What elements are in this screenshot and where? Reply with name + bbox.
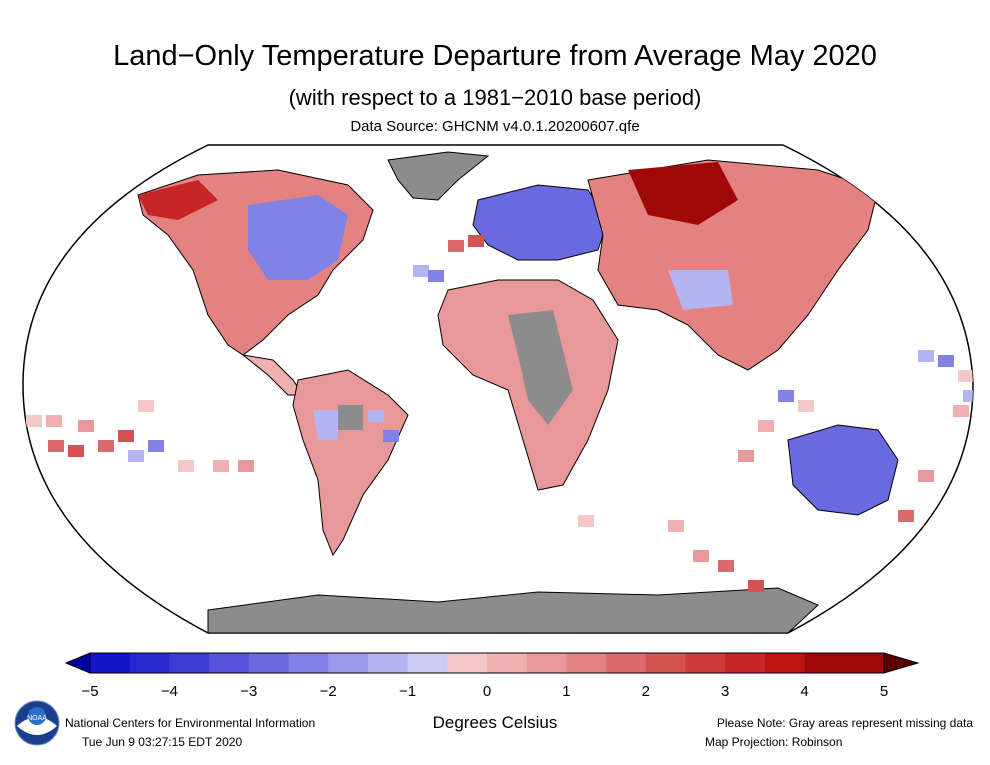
grid-cell [963, 390, 973, 402]
africa-missing [508, 310, 573, 425]
scale-swatch [209, 653, 250, 673]
grid-cell [468, 235, 484, 247]
alaska-warm [138, 180, 218, 220]
grid-cell [48, 440, 64, 452]
scale-tick-label: 3 [721, 683, 730, 700]
grid-cell [78, 420, 94, 432]
scale-swatch [447, 653, 488, 673]
scale-tick-label: −2 [319, 683, 337, 700]
scale-swatch [526, 653, 567, 673]
scale-tick-label: −4 [160, 683, 178, 700]
grid-cell [958, 370, 973, 382]
grid-cell [898, 510, 914, 522]
scale-swatch [645, 653, 686, 673]
projection-note: Map Projection: Robinson [705, 735, 843, 749]
grid-cell [128, 450, 144, 462]
organization: National Centers for Environmental Infor… [65, 716, 316, 730]
scale-swatch [487, 653, 528, 673]
scale-swatch [606, 653, 647, 673]
grid-cell [368, 410, 384, 422]
grid-cell [118, 430, 134, 442]
scale-swatch [90, 653, 131, 673]
grid-cell [238, 460, 254, 472]
grid-cell [778, 390, 794, 402]
timestamp: Tue Jun 9 03:27:15 EDT 2020 [82, 735, 243, 749]
scale-swatch [685, 653, 726, 673]
grid-cell [923, 525, 939, 537]
grid-cell [693, 550, 709, 562]
grid-cell [138, 400, 154, 412]
scale-swatch [566, 653, 607, 673]
australia-land [787, 424, 899, 516]
svg-text:NOAA: NOAA [27, 715, 47, 722]
grid-cell [413, 265, 429, 277]
scale-swatch [129, 653, 170, 673]
scale-swatch [367, 653, 409, 673]
scale-arrow-high [883, 652, 920, 674]
units-label: Degrees Celsius [432, 713, 558, 732]
grid-cell [46, 415, 62, 427]
grid-cell [98, 440, 114, 452]
south-america-missing [338, 405, 363, 430]
scale-swatch [407, 653, 448, 673]
antarctica [207, 587, 819, 633]
scale-swatch [288, 653, 329, 673]
scale-tick-label: −1 [399, 683, 417, 700]
grid-cell [798, 400, 814, 412]
scale-swatch [169, 653, 210, 673]
grid-cell [578, 515, 594, 527]
missing-data-note: Please Note: Gray areas represent missin… [716, 716, 973, 730]
central-asia-cool [668, 270, 733, 310]
scale-swatch [844, 653, 885, 673]
grid-cell [448, 240, 464, 252]
world-map [22, 144, 974, 634]
grid-cell [918, 470, 934, 482]
siberia-hot [628, 162, 738, 225]
map-subtitle: (with respect to a 1981−2010 base period… [288, 85, 702, 110]
grid-cell [668, 520, 684, 532]
grid-cell [383, 430, 399, 442]
grid-cell [718, 560, 734, 572]
scale-tick-label: 5 [879, 683, 889, 700]
south-america-cool [313, 410, 338, 440]
grid-cell [938, 355, 954, 367]
scale-tick-label: 1 [562, 683, 571, 700]
grid-cell [428, 270, 444, 282]
scale-tick-label: −5 [81, 683, 99, 700]
grid-cell [738, 450, 754, 462]
grid-cell [758, 420, 774, 432]
grid-cell [26, 415, 42, 427]
scale-tick-label: 2 [641, 683, 650, 700]
grid-cell [918, 350, 934, 362]
grid-cell [68, 445, 84, 457]
grid-cell [178, 460, 194, 472]
grid-cell [953, 405, 969, 417]
scale-swatch [804, 653, 845, 673]
map-title: Land−Only Temperature Departure from Ave… [113, 40, 877, 72]
scale-swatch [328, 653, 369, 673]
scale-tick-label: −3 [240, 683, 258, 700]
color-scale [64, 652, 920, 674]
data-source: Data Source: GHCNM v4.0.1.20200607.qfe [350, 118, 640, 135]
scale-arrow-low [64, 652, 91, 674]
grid-cell [148, 440, 164, 452]
noaa-logo: NOAA [14, 700, 60, 746]
scale-swatch [248, 653, 289, 673]
scale-swatch [725, 653, 766, 673]
grid-cell [213, 460, 229, 472]
north-america-cold [248, 195, 348, 280]
grid-cell [748, 580, 764, 592]
scale-tick-label: 4 [800, 683, 809, 700]
greenland [387, 151, 490, 201]
scale-tick-label: 0 [482, 683, 492, 700]
scale-swatch [764, 653, 806, 673]
